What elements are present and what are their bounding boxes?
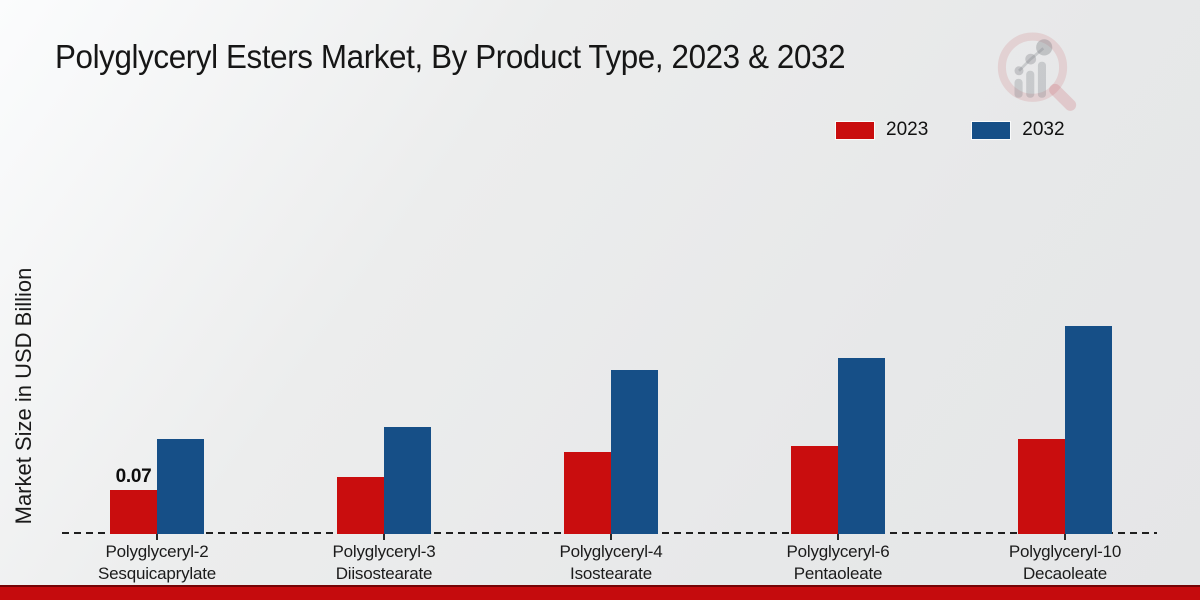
x-axis-category-label: Polyglyceryl-2 Sesquicaprylate: [98, 542, 216, 583]
x-axis-tick: [383, 534, 385, 540]
x-axis-tick: [837, 534, 839, 540]
bar-value-label: 0.07: [115, 466, 152, 487]
legend-item-2032: 2032: [972, 119, 1065, 141]
logo-ring: [997, 32, 1068, 102]
logo-trend-line: [1018, 47, 1045, 72]
bar-2023-3: [564, 452, 611, 534]
bar-2032-3: [611, 370, 658, 534]
bar-2032-1: [157, 439, 204, 534]
logo-dot-2: [1025, 53, 1037, 65]
bar-2023-4: [791, 446, 838, 534]
legend-label-2032: 2032: [1022, 119, 1065, 140]
x-axis-tick: [1064, 534, 1066, 540]
market-research-future-logo: [997, 32, 1077, 111]
legend-swatch-2032: [972, 121, 1011, 139]
x-axis-tick: [156, 534, 158, 540]
legend-item-2023: 2023: [836, 119, 928, 141]
chart-title: Polyglyceryl Esters Market, By Product T…: [55, 38, 846, 75]
bar-2023-1: [110, 490, 157, 534]
bar-2023-2: [337, 477, 384, 534]
bar-2032-5: [1065, 326, 1112, 534]
bar-2023-5: [1018, 439, 1065, 534]
logo-dot-1: [1014, 66, 1024, 76]
bar-2032-2: [384, 427, 431, 534]
x-axis-tick: [610, 534, 612, 540]
bar-2032-4: [838, 358, 885, 534]
legend: 2023 2032: [836, 119, 1065, 141]
footer-accent-bar: [0, 585, 1200, 600]
logo-dot-3: [1036, 39, 1053, 56]
logo-bar-small: [1014, 78, 1023, 98]
logo-bar-medium: [1026, 70, 1035, 98]
legend-swatch-2023: [836, 121, 874, 139]
x-axis-category-label: Polyglyceryl-3 Diisostearate: [332, 542, 436, 583]
x-axis-category-label: Polyglyceryl-6 Pentaoleate: [786, 542, 890, 583]
logo-bar-large: [1037, 61, 1046, 98]
logo-handle: [1049, 83, 1077, 111]
legend-label-2023: 2023: [886, 119, 929, 140]
x-axis-category-label: Polyglyceryl-4 Isostearate: [559, 542, 663, 583]
x-axis-category-label: Polyglyceryl-10 Decaoleate: [1008, 542, 1122, 583]
